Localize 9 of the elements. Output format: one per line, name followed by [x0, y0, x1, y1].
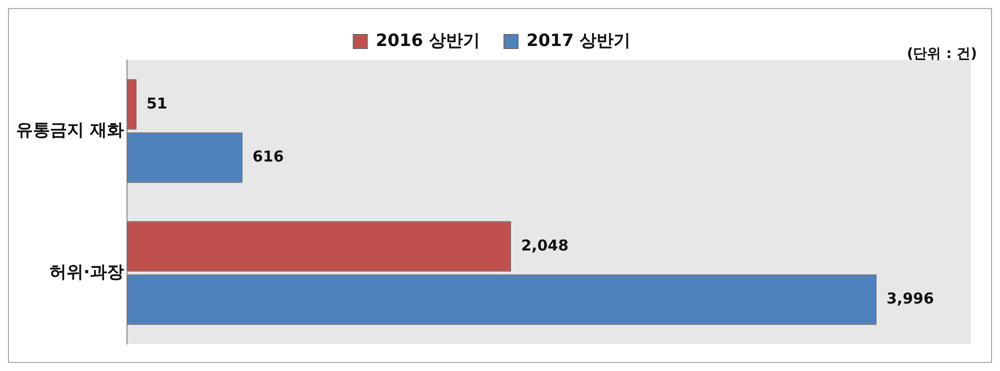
- data-label: 2,048: [521, 236, 569, 254]
- text: (단위 : 건): [906, 45, 977, 63]
- legend-label: 2017 상반기: [526, 30, 631, 51]
- y-tick-label: 허위·과장: [49, 262, 124, 282]
- legend-label: 2016 상반기: [376, 30, 480, 51]
- y-tick-label: 유통금지 재화: [16, 120, 124, 140]
- data-label: 616: [252, 148, 284, 166]
- data-label: 3,996: [886, 290, 934, 308]
- data-label: 51: [146, 94, 168, 112]
